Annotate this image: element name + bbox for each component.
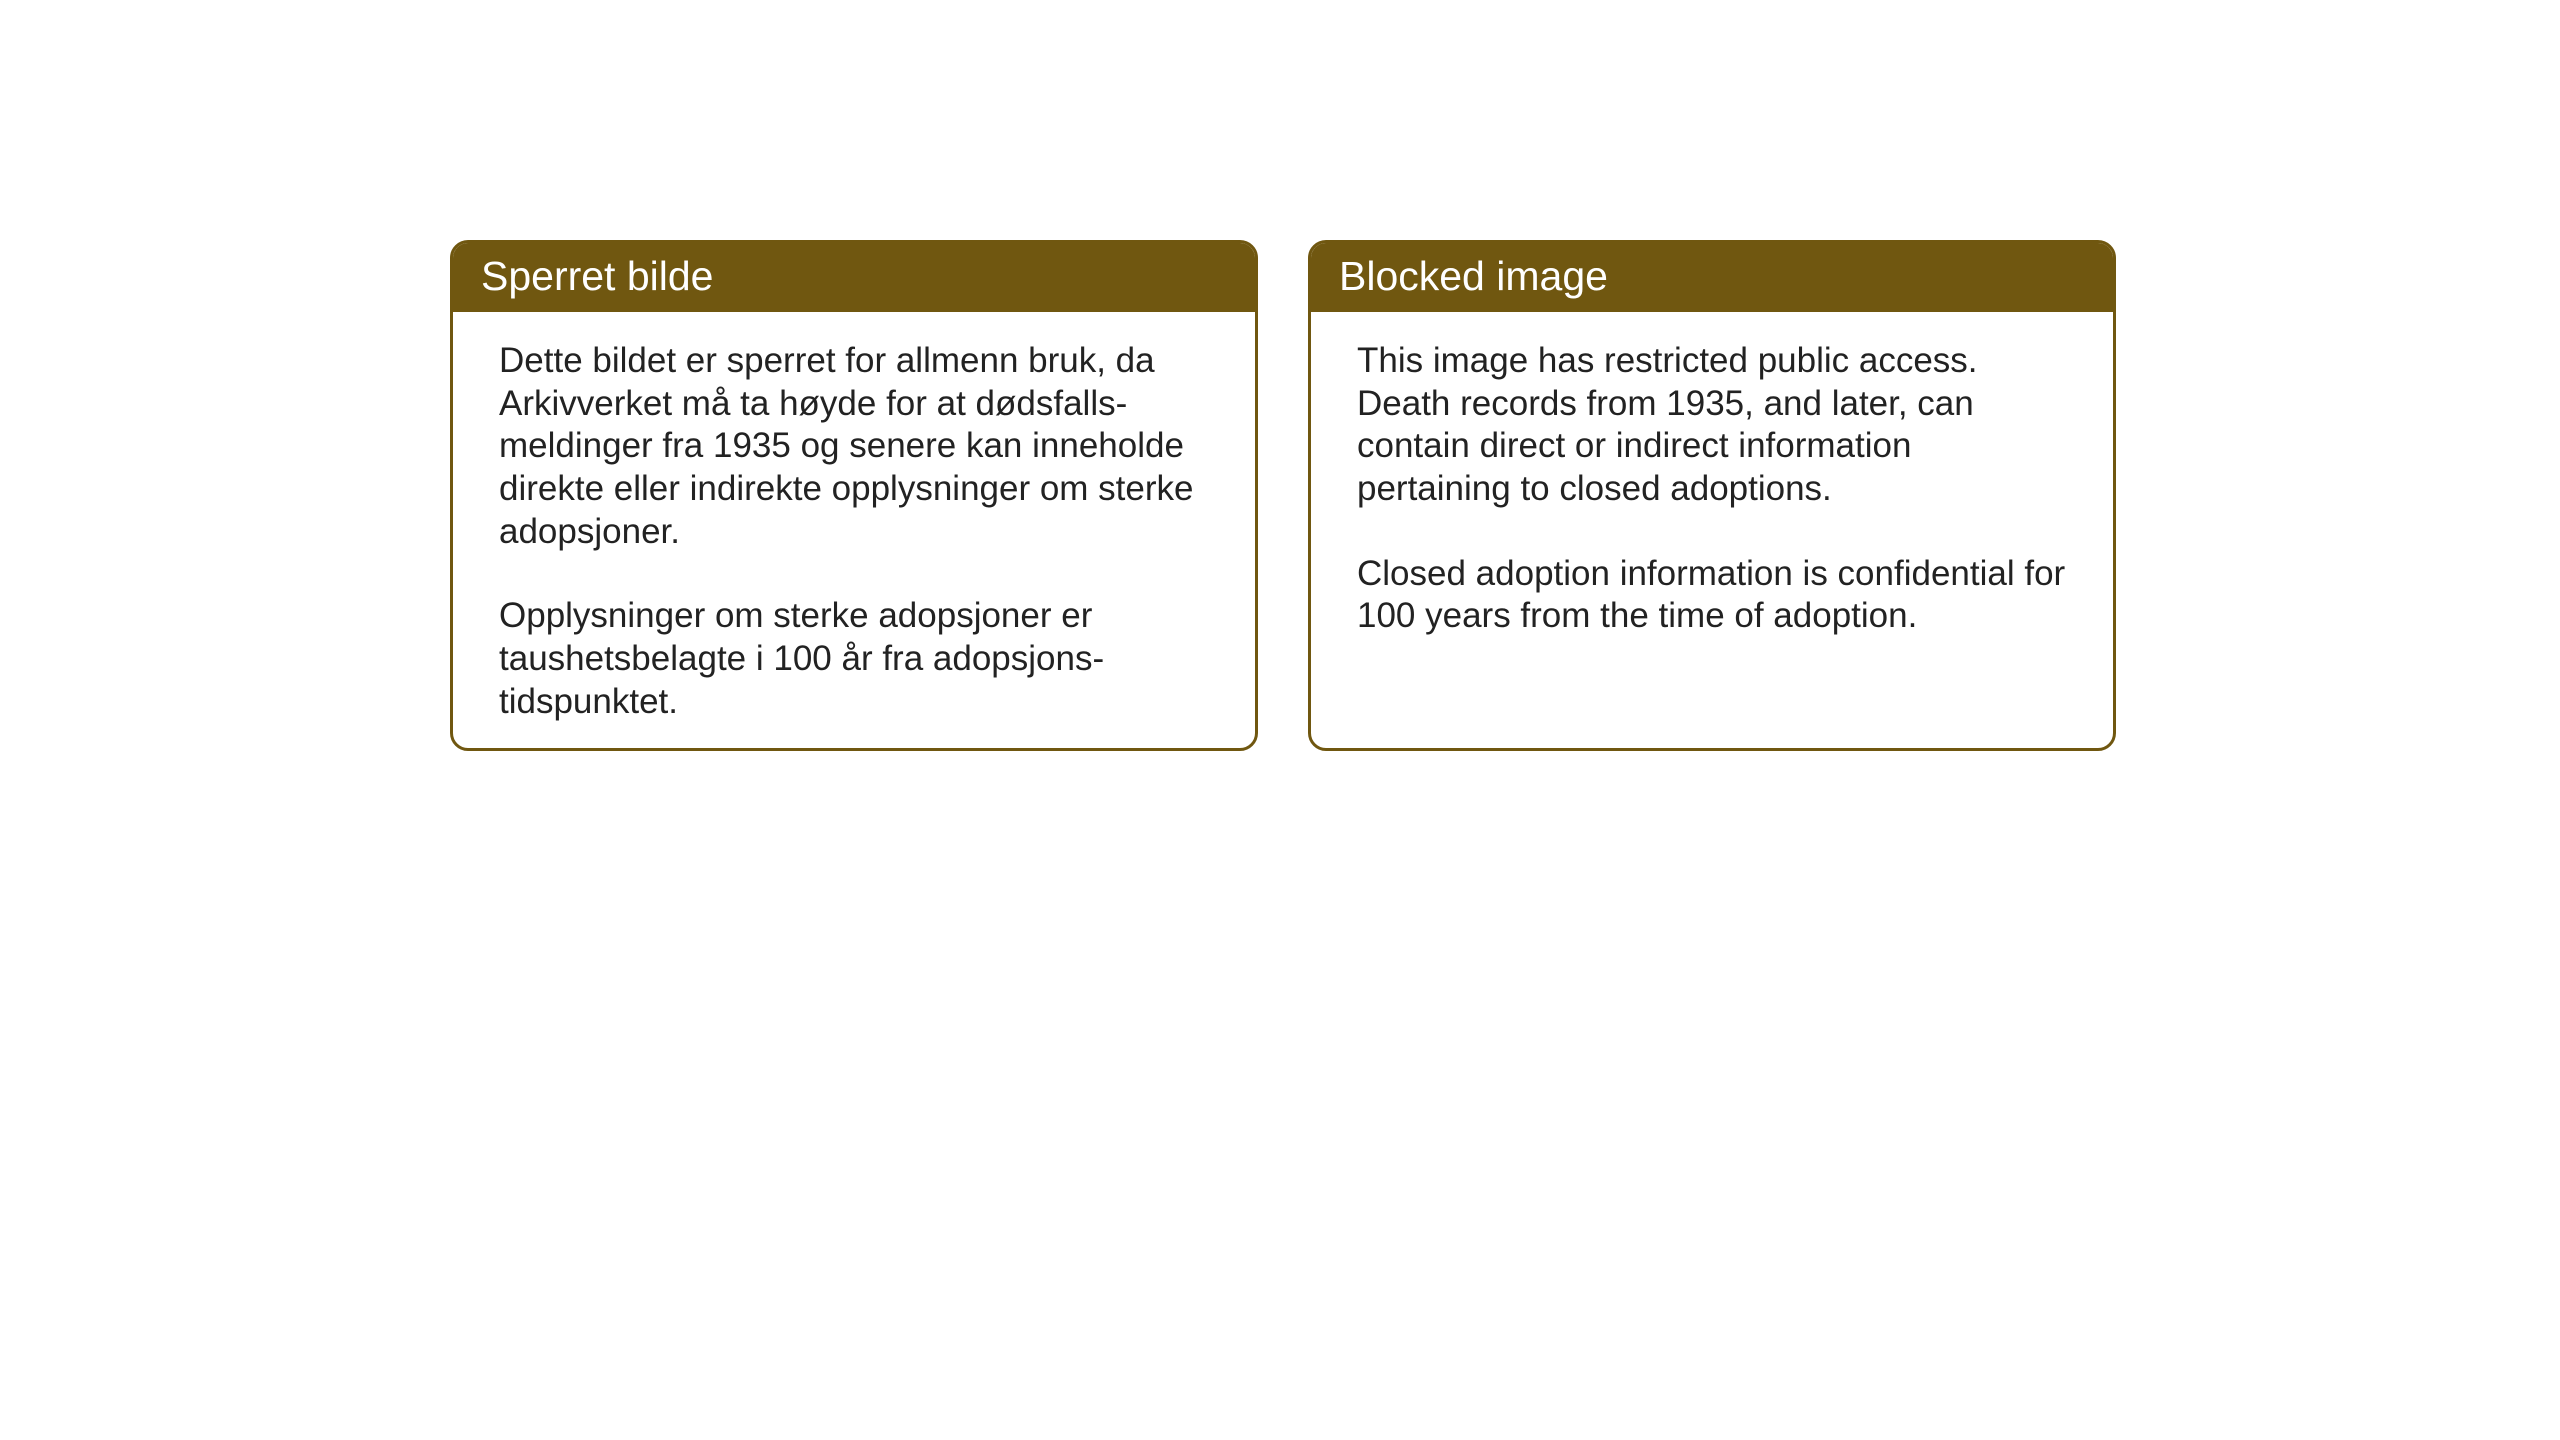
- card-english-body: This image has restricted public access.…: [1311, 312, 2113, 678]
- card-norwegian-para2: Opplysninger om sterke adopsjoner er tau…: [499, 595, 1209, 723]
- card-norwegian-title: Sperret bilde: [453, 243, 1255, 312]
- cards-container: Sperret bilde Dette bildet er sperret fo…: [0, 0, 2560, 751]
- card-norwegian-para1: Dette bildet er sperret for allmenn bruk…: [499, 340, 1209, 553]
- card-norwegian: Sperret bilde Dette bildet er sperret fo…: [450, 240, 1258, 751]
- card-english: Blocked image This image has restricted …: [1308, 240, 2116, 751]
- card-norwegian-body: Dette bildet er sperret for allmenn bruk…: [453, 312, 1255, 751]
- card-english-para1: This image has restricted public access.…: [1357, 340, 2067, 511]
- card-english-title: Blocked image: [1311, 243, 2113, 312]
- card-english-para2: Closed adoption information is confident…: [1357, 553, 2067, 638]
